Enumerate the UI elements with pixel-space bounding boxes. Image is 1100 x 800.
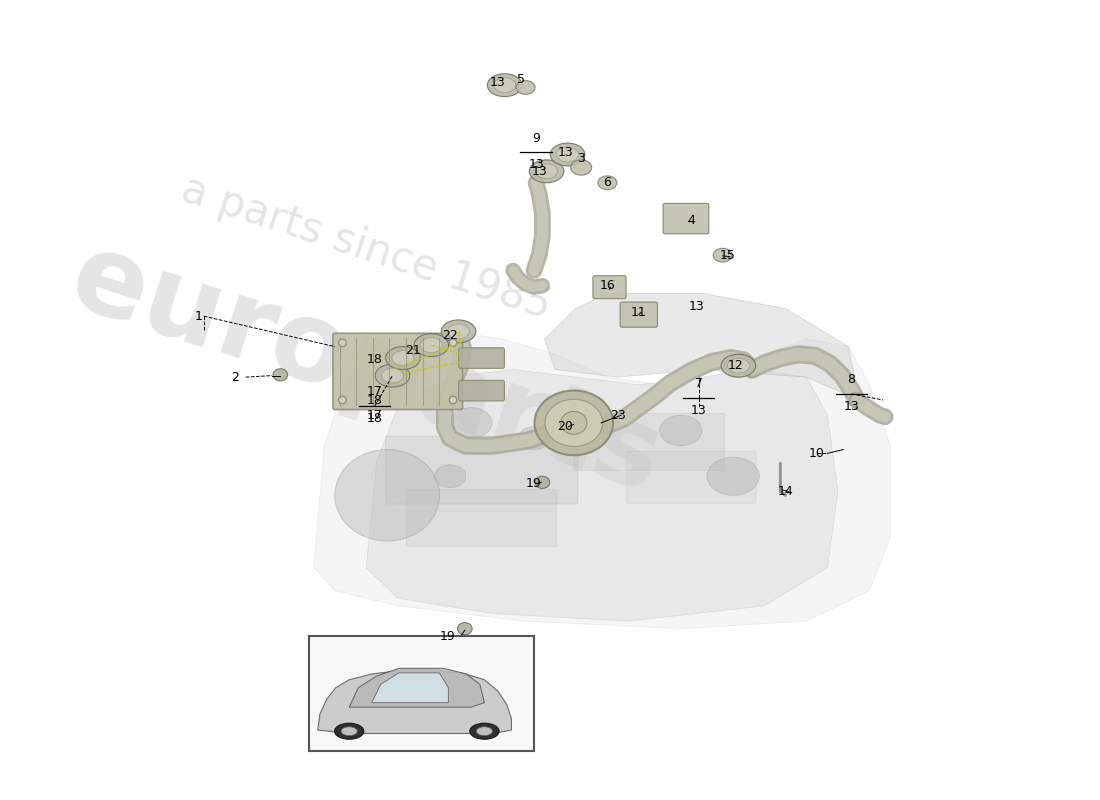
Ellipse shape	[571, 160, 592, 175]
Ellipse shape	[386, 346, 420, 370]
Text: 18: 18	[366, 353, 383, 366]
Text: 13: 13	[558, 146, 573, 158]
Text: 20: 20	[558, 420, 573, 433]
Ellipse shape	[516, 81, 535, 94]
Text: 16: 16	[600, 279, 615, 292]
Ellipse shape	[449, 396, 456, 404]
Text: 1: 1	[195, 310, 202, 322]
Text: 5: 5	[517, 74, 526, 86]
Ellipse shape	[414, 334, 449, 357]
Text: europarts: europarts	[57, 224, 675, 515]
Ellipse shape	[339, 339, 346, 346]
Text: 14: 14	[778, 485, 793, 498]
Ellipse shape	[450, 408, 492, 438]
Bar	[309, 636, 534, 750]
Text: 13: 13	[844, 400, 859, 413]
Text: 12: 12	[727, 359, 744, 372]
Ellipse shape	[334, 723, 364, 739]
FancyBboxPatch shape	[385, 436, 578, 504]
Text: 9: 9	[532, 132, 540, 145]
Ellipse shape	[448, 324, 470, 339]
Text: 18: 18	[366, 412, 383, 425]
Polygon shape	[349, 668, 484, 707]
Ellipse shape	[557, 147, 579, 162]
FancyBboxPatch shape	[593, 276, 626, 298]
Text: 23: 23	[610, 409, 626, 422]
Text: 13: 13	[531, 165, 547, 178]
Ellipse shape	[476, 727, 493, 736]
FancyBboxPatch shape	[406, 490, 557, 546]
Text: 10: 10	[810, 447, 825, 460]
Ellipse shape	[434, 465, 466, 488]
Ellipse shape	[535, 476, 550, 489]
Text: 17: 17	[366, 386, 383, 398]
Polygon shape	[544, 294, 859, 400]
Ellipse shape	[535, 390, 613, 455]
FancyBboxPatch shape	[333, 334, 462, 410]
Ellipse shape	[529, 160, 564, 182]
Text: 17: 17	[366, 409, 383, 422]
Ellipse shape	[392, 350, 414, 366]
FancyBboxPatch shape	[620, 302, 658, 327]
Text: 4: 4	[688, 214, 695, 227]
Ellipse shape	[375, 364, 410, 387]
Ellipse shape	[561, 411, 587, 434]
Ellipse shape	[341, 727, 358, 736]
Text: 13: 13	[528, 158, 544, 171]
Text: a parts since 1985: a parts since 1985	[176, 168, 557, 327]
Text: 6: 6	[604, 176, 612, 190]
Text: 21: 21	[406, 344, 421, 357]
Text: 11: 11	[631, 306, 647, 319]
Text: 7: 7	[694, 377, 703, 390]
FancyBboxPatch shape	[574, 414, 725, 470]
Ellipse shape	[518, 426, 550, 450]
Ellipse shape	[660, 415, 702, 446]
Ellipse shape	[449, 339, 456, 346]
Polygon shape	[366, 370, 838, 621]
Text: 15: 15	[720, 249, 736, 262]
Ellipse shape	[273, 369, 288, 381]
Ellipse shape	[722, 354, 756, 377]
Ellipse shape	[727, 358, 749, 373]
Ellipse shape	[487, 74, 521, 97]
Text: 2: 2	[231, 370, 239, 384]
Text: 3: 3	[578, 152, 585, 165]
Ellipse shape	[470, 723, 499, 739]
Ellipse shape	[382, 368, 404, 383]
Text: 18: 18	[366, 394, 383, 406]
Ellipse shape	[550, 143, 585, 166]
Polygon shape	[318, 670, 512, 734]
Text: 13: 13	[691, 404, 706, 417]
Ellipse shape	[598, 176, 617, 190]
Polygon shape	[372, 673, 449, 702]
Text: 8: 8	[848, 374, 856, 386]
Ellipse shape	[420, 338, 442, 353]
Text: 13: 13	[689, 301, 704, 314]
FancyBboxPatch shape	[459, 348, 505, 368]
Ellipse shape	[713, 248, 733, 262]
Polygon shape	[314, 331, 890, 629]
Ellipse shape	[441, 320, 476, 343]
Ellipse shape	[339, 396, 346, 404]
Text: 22: 22	[442, 329, 458, 342]
Ellipse shape	[536, 164, 558, 178]
FancyBboxPatch shape	[459, 380, 505, 401]
Ellipse shape	[494, 78, 516, 93]
Text: 13: 13	[490, 76, 505, 89]
Ellipse shape	[458, 622, 472, 634]
Ellipse shape	[707, 457, 759, 495]
FancyBboxPatch shape	[626, 451, 756, 503]
Text: 19: 19	[526, 478, 542, 490]
FancyBboxPatch shape	[663, 203, 708, 234]
Ellipse shape	[334, 450, 440, 541]
Ellipse shape	[544, 399, 603, 446]
Text: 19: 19	[440, 630, 455, 643]
